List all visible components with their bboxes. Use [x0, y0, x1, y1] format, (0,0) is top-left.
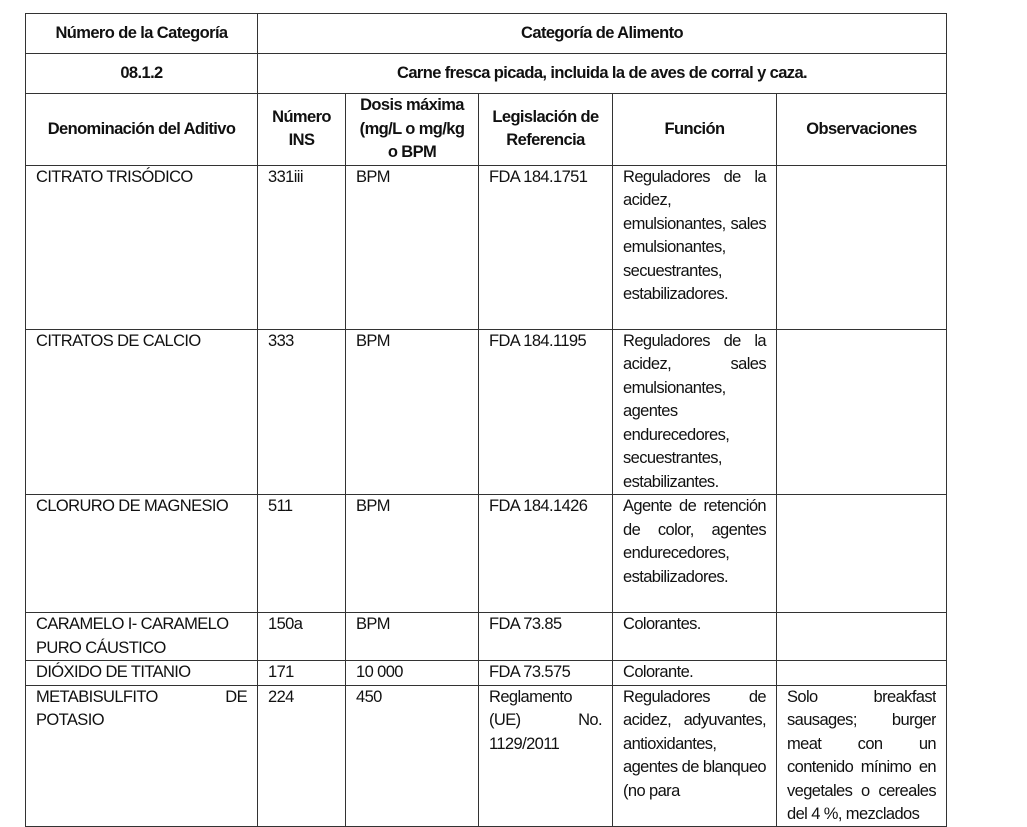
- max-dose: BPM: [345, 612, 479, 661]
- max-dose-text: 450: [356, 687, 382, 706]
- function-text: Reguladores de acidez, adyuvantes, antio…: [623, 687, 766, 800]
- category-number: 08.1.2: [25, 53, 258, 94]
- reference: Reglamento (UE) No. 1129/2011: [478, 684, 613, 827]
- table-row: CITRATO TRISÓDICO 331iii BPM FDA 184.175…: [25, 164, 948, 330]
- column-header: Observaciones: [775, 93, 948, 166]
- reference: FDA 184.1426: [478, 494, 613, 613]
- notes: [775, 164, 948, 330]
- notes-text: Solo breakfast sausages; burger meat con…: [787, 687, 937, 824]
- function: Colorantes.: [612, 612, 777, 661]
- additive-name-text: METABISULFITO DE POTASIO: [36, 687, 247, 730]
- notes: Solo breakfast sausages; burger meat con…: [775, 684, 948, 827]
- ins-number: 150a: [257, 612, 346, 661]
- max-dose: BPM: [345, 164, 479, 330]
- ins-number-text: 224: [268, 687, 294, 706]
- column-header: Legislación de Referencia: [478, 93, 613, 166]
- table-row: METABISULFITO DE POTASIO 224 450 Reglame…: [25, 684, 948, 827]
- reference: FDA 184.1751: [478, 164, 613, 330]
- reference: FDA 73.575: [478, 660, 613, 686]
- additive-name: DIÓXIDO DE TITANIO: [25, 660, 258, 686]
- function: Agente de retención de color, agentes en…: [612, 494, 777, 613]
- notes: [775, 328, 948, 495]
- table-row: CITRATOS DE CALCIO 333 BPM FDA 184.1195 …: [25, 328, 948, 495]
- table-row: CARAMELO I- CARAMELO PURO CÁUSTICO 150a …: [25, 612, 948, 661]
- max-dose: BPM: [345, 328, 479, 495]
- column-header: Dosis máxima (mg/L o mg/kg o BPM: [345, 93, 479, 166]
- reference: FDA 184.1195: [478, 328, 613, 495]
- notes: [775, 494, 948, 613]
- reference: FDA 73.85: [478, 612, 613, 661]
- max-dose: 450: [345, 684, 479, 827]
- reference-text: Reglamento (UE) No. 1129/2011: [489, 687, 602, 753]
- function: Reguladores de acidez, adyuvantes, antio…: [612, 684, 777, 827]
- function: Reguladores de la acidez, emulsionantes,…: [612, 164, 777, 330]
- additive-name: CARAMELO I- CARAMELO PURO CÁUSTICO: [25, 612, 258, 661]
- additive-name: CITRATO TRISÓDICO: [25, 164, 258, 330]
- table-row: DIÓXIDO DE TITANIO 171 10 000 FDA 73.575…: [25, 660, 948, 686]
- ins-number: 333: [257, 328, 346, 495]
- additive-name: METABISULFITO DE POTASIO: [25, 684, 258, 827]
- column-header: Función: [612, 93, 777, 166]
- ins-number: 331iii: [257, 164, 346, 330]
- ins-number: 511: [257, 494, 346, 613]
- ins-number: 224: [257, 684, 346, 827]
- max-dose: 10 000: [345, 660, 479, 686]
- ins-number: 171: [257, 660, 346, 686]
- category-number-header: Número de la Categoría: [25, 13, 258, 54]
- function: Reguladores de la acidez, sales emulsion…: [612, 328, 777, 495]
- food-category-header: Categoría de Alimento: [256, 13, 948, 54]
- table-row: CLORURO DE MAGNESIO 511 BPM FDA 184.1426…: [25, 494, 948, 613]
- additive-name: CITRATOS DE CALCIO: [25, 328, 258, 495]
- max-dose: BPM: [345, 494, 479, 613]
- column-header: Denominación del Aditivo: [25, 93, 258, 166]
- column-header: Número INS: [257, 93, 346, 166]
- function: Colorante.: [612, 660, 777, 686]
- additive-name: CLORURO DE MAGNESIO: [25, 494, 258, 613]
- notes: [775, 660, 948, 686]
- notes: [775, 612, 948, 661]
- additives-table: Número de la Categoría Categoría de Alim…: [25, 13, 948, 827]
- food-category: Carne fresca picada, incluida la de aves…: [256, 53, 948, 94]
